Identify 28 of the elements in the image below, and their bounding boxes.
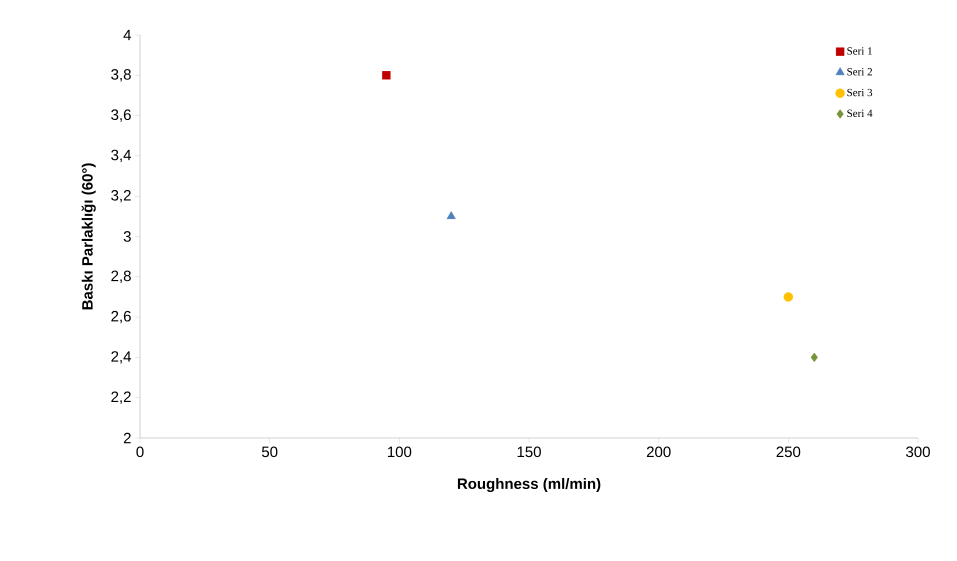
y-tick-label: 2,8 [111, 270, 131, 283]
legend-label: Seri 1 [847, 47, 872, 55]
legend-label: Seri 4 [847, 110, 872, 117]
point [784, 292, 794, 302]
legend-label: Seri 2 [847, 68, 872, 76]
point [810, 352, 818, 362]
y-tick-label: 3 [124, 231, 131, 242]
x-tick-label: 200 [646, 446, 671, 458]
x-tick-label: 300 [906, 446, 930, 458]
y-tick-label: 3,8 [111, 69, 131, 82]
y-tick-label: 2,2 [111, 391, 131, 404]
y-tick-label: 4 [123, 30, 132, 40]
y-tick-label: 2 [124, 432, 131, 444]
y-tick-label: 3,2 [111, 190, 131, 202]
x-axis-title: Roughness (ml/min) [458, 478, 600, 492]
x-tick-label: 50 [262, 446, 278, 458]
x-tick-label: 100 [388, 446, 412, 458]
y-tick-label: 3,4 [111, 150, 132, 162]
x-tick-label: 0 [136, 446, 144, 458]
y-tick-label: 3,6 [111, 109, 131, 122]
point [446, 211, 456, 220]
x-tick-label: 150 [518, 446, 541, 458]
legend-label: Seri 3 [847, 88, 872, 96]
point [382, 71, 391, 80]
y-axis-title: Baskı Parlaklığı (60°) [82, 163, 96, 310]
x-tick-label: 250 [776, 446, 800, 458]
y-tick-label: 2,6 [111, 310, 131, 324]
y-tick-label: 2,4 [111, 351, 132, 364]
